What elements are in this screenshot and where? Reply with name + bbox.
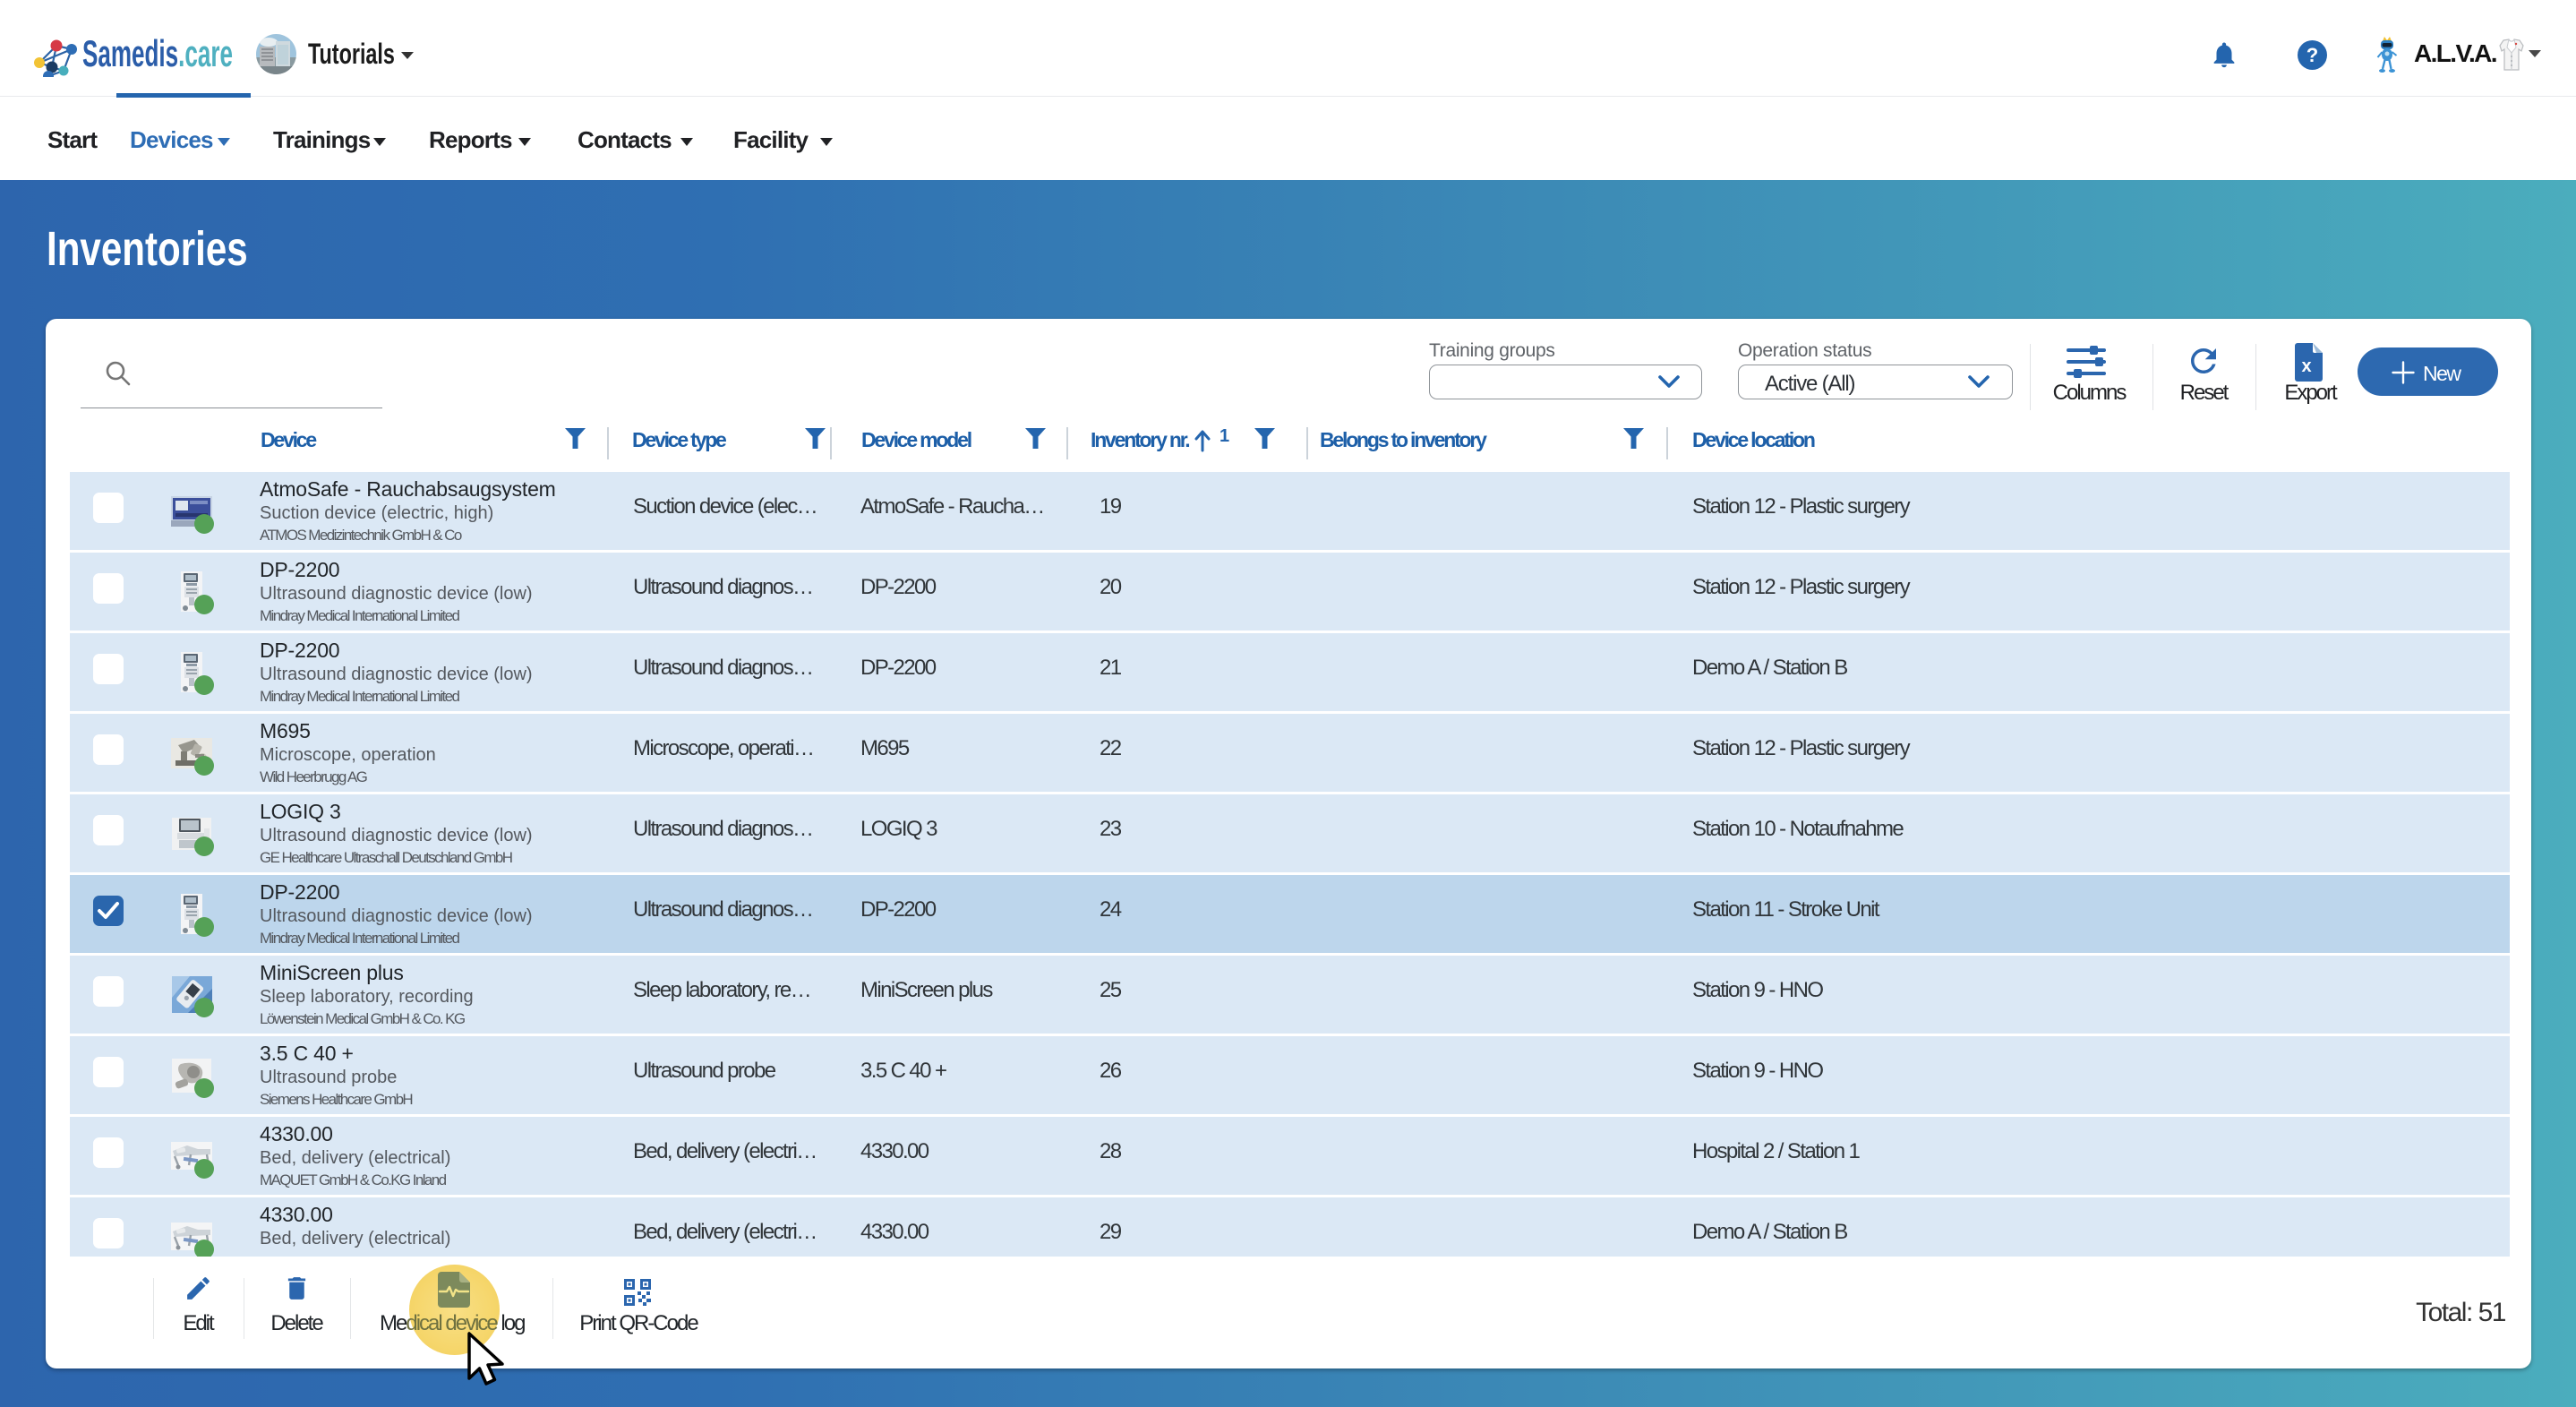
svg-text:x: x	[2301, 356, 2311, 376]
svg-text:?: ?	[2306, 44, 2318, 66]
